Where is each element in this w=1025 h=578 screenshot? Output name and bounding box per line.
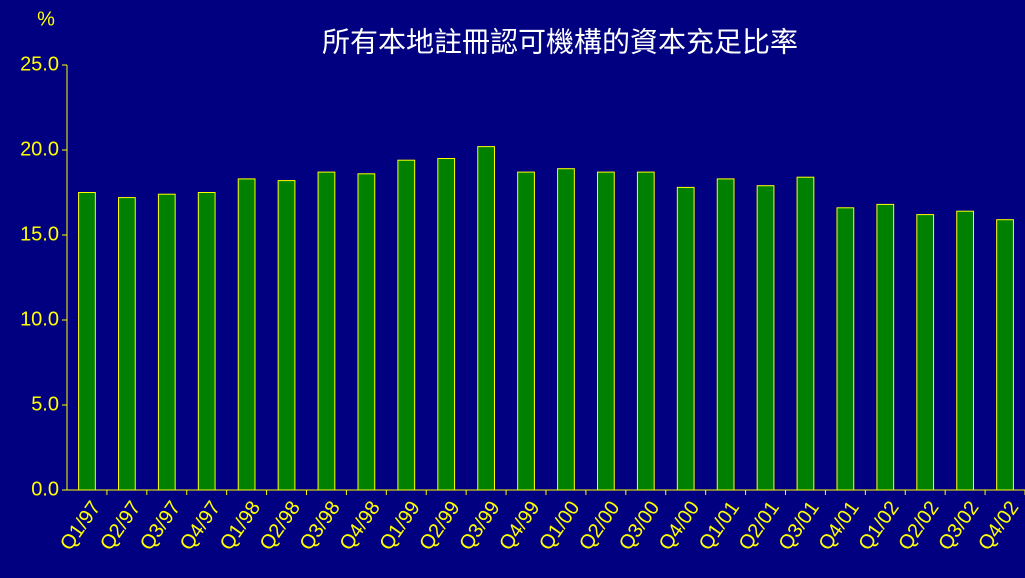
y-tick-label: 5.0 <box>31 393 59 415</box>
y-tick-label: 0.0 <box>31 478 59 500</box>
bar <box>197 192 216 491</box>
bar <box>996 219 1014 491</box>
y-tick-label: 20.0 <box>20 138 59 160</box>
bar <box>716 178 735 491</box>
bar <box>517 171 535 491</box>
bar <box>636 171 655 491</box>
bar <box>477 146 496 491</box>
bar <box>78 192 96 491</box>
chart-title: 所有本地註冊認可機構的資本充足比率 <box>322 26 798 57</box>
bar <box>756 185 775 491</box>
bar <box>237 178 256 491</box>
y-tick-label: 15.0 <box>20 223 59 245</box>
y-tick-label: 25.0 <box>20 53 59 75</box>
bar <box>836 207 855 491</box>
y-tick-label: 10.0 <box>20 308 59 330</box>
bar <box>437 158 456 491</box>
bar <box>397 159 416 491</box>
bar <box>596 171 615 491</box>
bar <box>277 180 296 491</box>
bar <box>916 214 935 491</box>
bar <box>117 197 136 491</box>
y-axis-label: % <box>37 8 55 30</box>
bar <box>956 210 975 491</box>
bar <box>357 173 376 491</box>
bar <box>876 203 895 491</box>
bar <box>557 168 575 491</box>
bar <box>317 171 336 491</box>
bar <box>157 193 176 491</box>
bar <box>796 176 815 491</box>
bar <box>676 186 695 491</box>
